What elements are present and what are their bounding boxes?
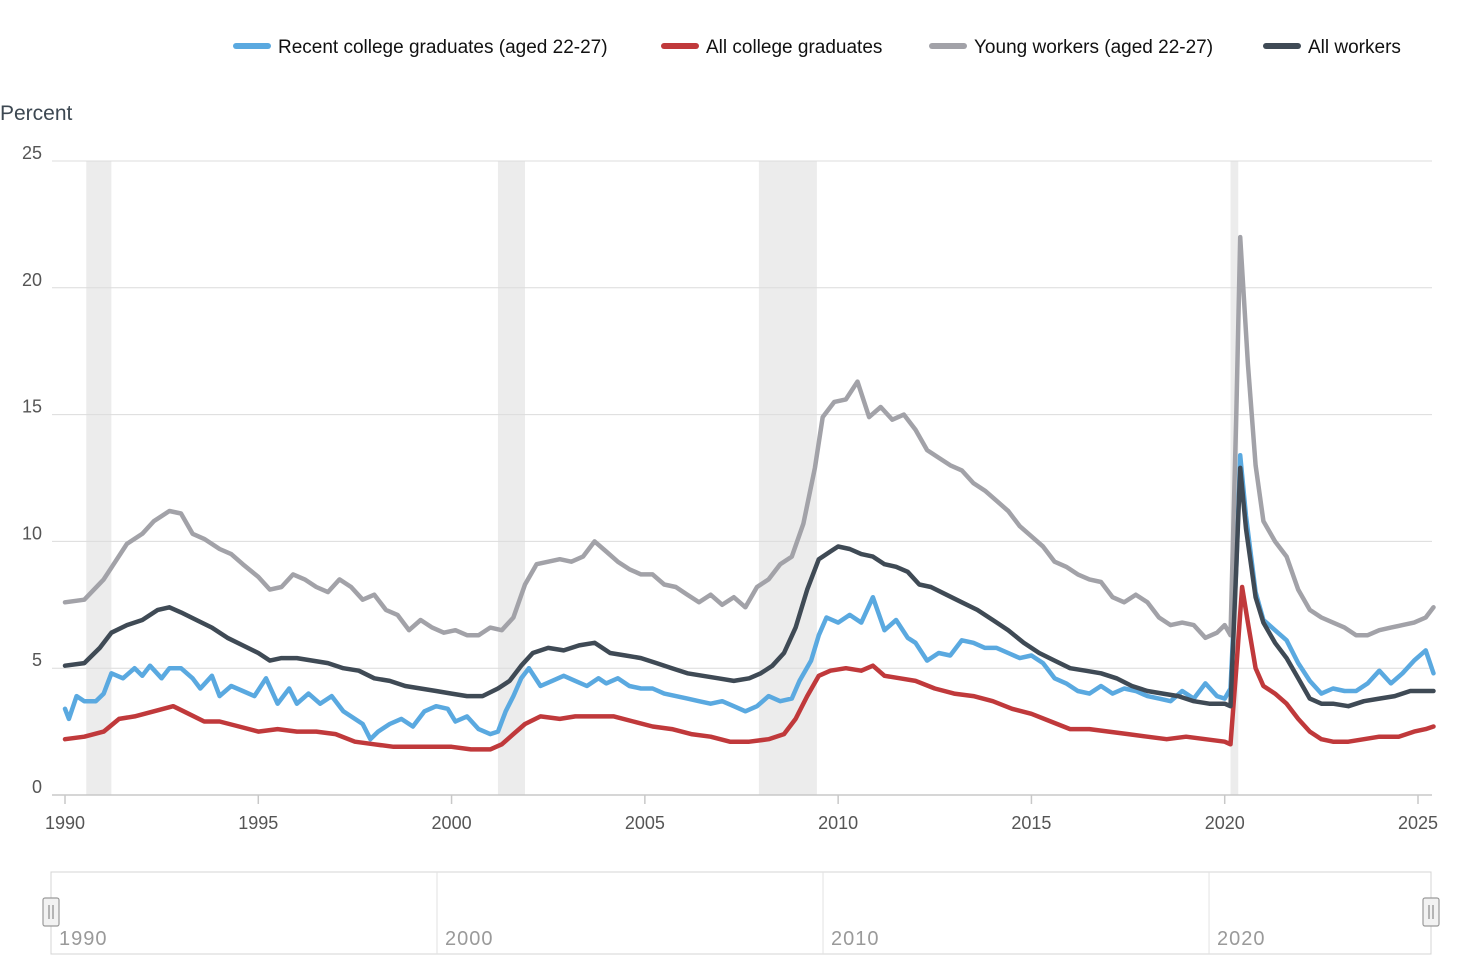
legend-item[interactable]: All workers — [1263, 37, 1401, 58]
y-tick-label: 0 — [32, 777, 42, 797]
legend-item[interactable]: Recent college graduates (aged 22-27) — [233, 37, 608, 58]
y-tick-label: 5 — [32, 650, 42, 670]
recession-band — [758, 161, 817, 795]
legend-item[interactable]: Young workers (aged 22-27) — [929, 37, 1213, 58]
navigator-handle-left-body[interactable] — [42, 897, 60, 927]
navigator-tick-label: 2000 — [445, 928, 494, 950]
series-line-3 — [62, 234, 1436, 641]
x-tick-label: 2000 — [432, 813, 472, 833]
legend-label: Recent college graduates (aged 22-27) — [278, 37, 608, 58]
x-tick-label: 2015 — [1011, 813, 1051, 833]
legend-label: All workers — [1308, 37, 1401, 58]
navigator-tick-label: 1990 — [59, 928, 108, 950]
series-line-1 — [62, 452, 1436, 742]
y-axis-title: Percent — [0, 102, 73, 125]
y-tick-label: 25 — [22, 143, 42, 163]
navigator-tick-label: 2020 — [1217, 928, 1266, 950]
series-line-4 — [62, 465, 1436, 709]
navigator-handle-right-body[interactable] — [1422, 897, 1440, 927]
y-tick-label: 10 — [22, 523, 42, 543]
x-tick-label: 1995 — [238, 813, 278, 833]
y-tick-label: 20 — [22, 270, 42, 290]
navigator-ticks: 1990 2000 2010 2020 — [59, 872, 1266, 954]
navigator-frame — [50, 871, 1432, 955]
navigator-handle-left[interactable] — [42, 897, 60, 927]
x-tick-label: 2020 — [1205, 813, 1245, 833]
y-axis-labels: 0 5 10 15 20 25 — [22, 143, 42, 797]
legend-label: Young workers (aged 22-27) — [974, 37, 1213, 58]
recession-bands — [86, 161, 1239, 795]
recession-band — [497, 161, 526, 795]
range-navigator[interactable]: 1990 2000 2010 2020 — [42, 871, 1440, 955]
x-tick-label: 2010 — [818, 813, 858, 833]
x-axis-ticks: 1990 1995 2000 2005 2010 2015 2020 2025 — [45, 795, 1438, 833]
legend-label: All college graduates — [706, 37, 882, 58]
x-tick-label: 1990 — [45, 813, 85, 833]
x-tick-label: 2025 — [1398, 813, 1438, 833]
series-line-2 — [62, 584, 1436, 752]
series-lines — [62, 234, 1436, 752]
navigator-tick-label: 2010 — [831, 928, 880, 950]
y-tick-label: 15 — [22, 397, 42, 417]
gridlines — [52, 160, 1432, 669]
navigator-handle-right[interactable] — [1422, 897, 1440, 927]
x-tick-label: 2005 — [625, 813, 665, 833]
legend-item[interactable]: All college graduates — [661, 37, 882, 58]
chart-legend: Recent college graduates (aged 22-27) All… — [233, 37, 1401, 58]
